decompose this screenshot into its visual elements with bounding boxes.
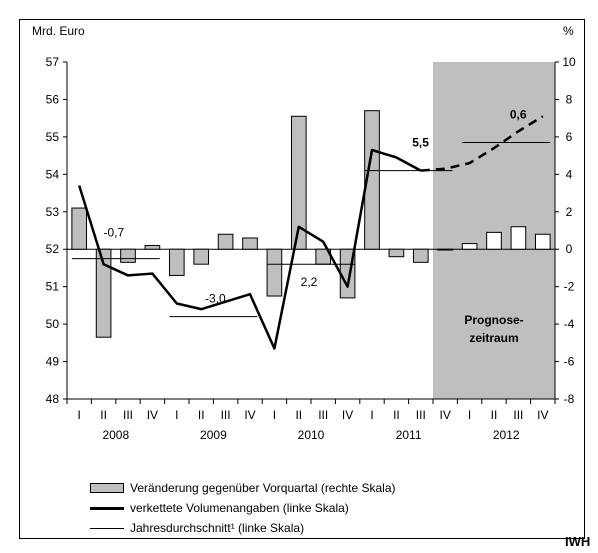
legend-swatch-bars	[90, 483, 124, 493]
bar	[364, 110, 380, 250]
left-tick-label: 56	[46, 92, 60, 106]
bar	[144, 244, 161, 250]
left-tick-label: 51	[46, 280, 60, 294]
bar	[388, 248, 405, 258]
left-tick-label: 49	[46, 355, 60, 369]
bar	[290, 115, 307, 250]
forecast-label: zeitraum	[469, 331, 518, 345]
year-label: 2011	[396, 428, 422, 442]
quarter-label: III	[221, 408, 231, 422]
right-tick-label: 6	[566, 130, 573, 144]
legend-label-bars: Veränderung gegenüber Vorquartal (rechte…	[130, 481, 396, 495]
bar	[71, 207, 88, 250]
quarter-label: IV	[440, 408, 451, 422]
legend: Veränderung gegenüber Vorquartal (rechte…	[90, 478, 396, 538]
quarter-label: I	[370, 408, 373, 422]
bar	[242, 237, 258, 250]
annual-average-label: -0,7	[103, 226, 124, 240]
legend-swatch-average	[90, 523, 124, 533]
quarter-label: III	[513, 408, 523, 422]
legend-item-average: Jahresdurchschnitt¹ (linke Skala)	[90, 518, 396, 538]
right-tick-label: -2	[564, 280, 575, 294]
right-tick-label: 10	[562, 55, 576, 69]
bar	[437, 248, 454, 251]
right-tick-label: 2	[566, 205, 573, 219]
bar	[168, 248, 185, 276]
quarter-label: I	[468, 408, 471, 422]
quarter-label: IV	[537, 408, 548, 422]
quarter-label: IV	[342, 408, 353, 422]
year-label: 2009	[200, 428, 227, 442]
bar	[120, 248, 136, 263]
bar	[534, 233, 551, 250]
left-tick-label: 52	[46, 242, 60, 256]
chart-frame: Mrd. Euro% 57 56 55 54 53 52 51 50 49 48 10 8 6 4 2 0 -2 -…	[19, 19, 585, 539]
quarter-label: I	[273, 408, 276, 422]
year-label: 2008	[102, 428, 129, 442]
right-axis-unit: %	[563, 24, 574, 38]
left-tick-label: 48	[46, 392, 60, 406]
annual-average-label: 5,5	[412, 136, 429, 150]
quarter-label: II	[295, 408, 302, 422]
series-line-actual	[78, 148, 422, 350]
quarter-label: IV	[244, 408, 255, 422]
left-tick-label: 53	[46, 205, 60, 219]
right-tick-label: -6	[564, 355, 575, 369]
legend-label-line: verkettete Volumenangaben (linke Skala)	[130, 501, 349, 515]
quarter-label: I	[78, 408, 81, 422]
annual-average-label: 0,6	[510, 108, 527, 122]
bar	[412, 248, 429, 263]
bar	[266, 248, 283, 297]
series-line-forecast	[420, 115, 544, 172]
left-axis-unit: Mrd. Euro	[32, 24, 85, 38]
source-label: IWH	[565, 534, 591, 549]
left-tick-label: 50	[46, 317, 60, 331]
legend-label-average: Jahresdurchschnitt¹ (linke Skala)	[130, 521, 305, 535]
quarter-label: II	[100, 408, 107, 422]
year-label: 2012	[493, 428, 520, 442]
bar	[95, 248, 112, 338]
right-tick-label: -8	[564, 392, 575, 406]
right-tick-label: 0	[566, 242, 573, 256]
quarter-label: II	[198, 408, 205, 422]
quarter-label: I	[175, 408, 178, 422]
left-tick-label: 54	[46, 167, 60, 181]
annual-average-label: -3,0	[205, 292, 226, 306]
right-tick-label: 8	[566, 92, 573, 106]
bar	[486, 231, 502, 250]
chart-svg: Mrd. Euro % 57 56 55 54 53 52 51 50 49 48 10 8 6 4 2 0 -2 -…	[32, 24, 576, 442]
bar	[510, 226, 527, 250]
forecast-shading	[433, 62, 555, 399]
year-label: 2010	[298, 428, 325, 442]
forecast-label: Prognose-	[464, 313, 523, 327]
left-tick-label: 57	[46, 55, 60, 69]
right-tick-label: 4	[566, 167, 573, 181]
quarter-label: II	[393, 408, 400, 422]
quarter-label: II	[491, 408, 498, 422]
legend-item-bars: Veränderung gegenüber Vorquartal (rechte…	[90, 478, 396, 498]
bar	[217, 233, 234, 250]
bar	[461, 243, 478, 250]
quarter-label: IV	[147, 408, 158, 422]
right-tick-label: -4	[564, 317, 575, 331]
quarter-label: III	[318, 408, 328, 422]
left-tick-label: 55	[46, 130, 60, 144]
legend-item-line: verkettete Volumenangaben (linke Skala)	[90, 498, 396, 518]
quarter-label: III	[416, 408, 426, 422]
annual-average-label: 2,2	[301, 275, 318, 289]
quarter-label: III	[123, 408, 133, 422]
legend-swatch-line	[90, 503, 124, 513]
bar	[193, 248, 210, 265]
